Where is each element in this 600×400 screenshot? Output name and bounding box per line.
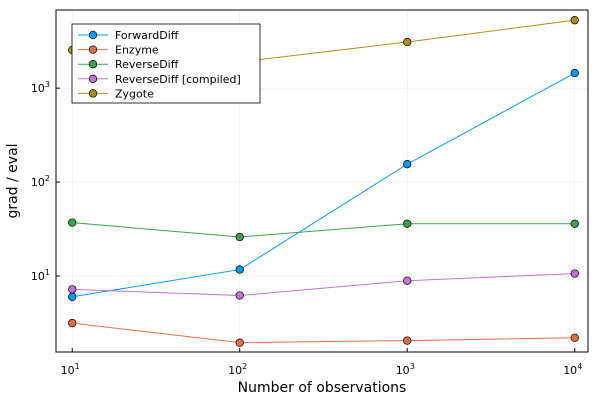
legend-swatch-marker — [88, 74, 98, 83]
data-point-enzyme — [570, 333, 579, 342]
series-line-reversediff-compiled — [72, 273, 575, 296]
data-point-reversediff — [570, 219, 579, 228]
x-tick-label-mantissa: 10 — [61, 364, 75, 377]
legend-swatch-marker — [88, 60, 98, 69]
x-tick-label-mantissa: 10 — [396, 364, 410, 377]
series-line-enzyme — [72, 322, 575, 344]
x-tick-label-exponent: 2 — [242, 362, 247, 371]
data-point-enzyme — [68, 318, 77, 328]
legend-item-reversediff-compiled: ReverseDiff [compiled] — [78, 73, 241, 86]
y-tick-label-mantissa: 10 — [31, 82, 45, 95]
data-point-reversediff — [403, 219, 412, 228]
legend-label: ReverseDiff — [115, 58, 179, 71]
legend-swatch-marker — [88, 89, 98, 98]
x-tick-label-mantissa: 10 — [563, 364, 577, 377]
y-tick-label-exponent: 3 — [45, 80, 50, 89]
series-layer — [68, 16, 579, 347]
legend-label: ReverseDiff [compiled] — [115, 73, 241, 86]
legend-label: Enzyme — [115, 44, 159, 57]
x-tick-label: 102 — [228, 362, 247, 377]
legend-swatch-marker — [88, 30, 98, 40]
data-point-zygote — [403, 37, 412, 47]
data-point-forwarddiff — [403, 160, 412, 169]
series-reversediff — [68, 218, 579, 242]
y-axis-title: grad / eval — [5, 143, 21, 218]
x-tick-label: 101 — [61, 362, 80, 377]
x-tick-label: 104 — [563, 362, 582, 377]
y-tick-label-mantissa: 10 — [31, 176, 45, 189]
legend-item-enzyme: Enzyme — [78, 44, 159, 57]
y-tick-label: 101 — [31, 268, 50, 283]
x-tick-label-exponent: 3 — [410, 362, 415, 371]
y-tick-label-exponent: 1 — [45, 268, 50, 277]
data-point-reversediff-compiled — [570, 269, 579, 278]
data-point-reversediff-compiled — [68, 285, 77, 294]
legend-label: Zygote — [115, 87, 154, 100]
legend-swatch-marker — [88, 45, 98, 54]
data-point-forwarddiff — [570, 68, 579, 78]
x-tick-label: 103 — [396, 362, 415, 377]
y-tick-label-exponent: 2 — [45, 174, 50, 183]
legend-box — [71, 23, 261, 104]
data-point-forwarddiff — [68, 292, 77, 301]
data-point-zygote — [570, 16, 579, 25]
legend-item-reversediff: ReverseDiff — [78, 58, 179, 71]
x-tick-label-exponent: 1 — [75, 362, 80, 371]
y-tick-label: 102 — [31, 174, 50, 189]
x-tick-label-mantissa: 10 — [228, 364, 242, 377]
data-point-reversediff-compiled — [403, 276, 412, 285]
series-reversediff-compiled — [68, 269, 579, 300]
series-line-forwarddiff — [72, 72, 575, 298]
legend-label: ForwardDiff — [115, 29, 179, 42]
x-tick-label-exponent: 4 — [577, 362, 582, 371]
y-tick-label: 103 — [31, 80, 50, 95]
series-line-reversediff — [72, 222, 575, 238]
y-tick-label-mantissa: 10 — [31, 270, 45, 283]
legend-item-forwarddiff: ForwardDiff — [78, 29, 179, 42]
plot-frame — [55, 9, 589, 353]
series-forwarddiff — [68, 68, 579, 301]
data-point-reversediff — [68, 218, 77, 227]
data-point-reversediff-compiled — [235, 291, 244, 300]
data-point-enzyme — [403, 336, 412, 345]
series-enzyme — [68, 318, 579, 347]
legend-item-zygote: Zygote — [78, 87, 154, 100]
x-axis-title: Number of observations — [238, 380, 407, 396]
data-point-forwarddiff — [235, 265, 244, 274]
data-point-enzyme — [235, 338, 244, 347]
data-point-reversediff — [235, 232, 244, 242]
